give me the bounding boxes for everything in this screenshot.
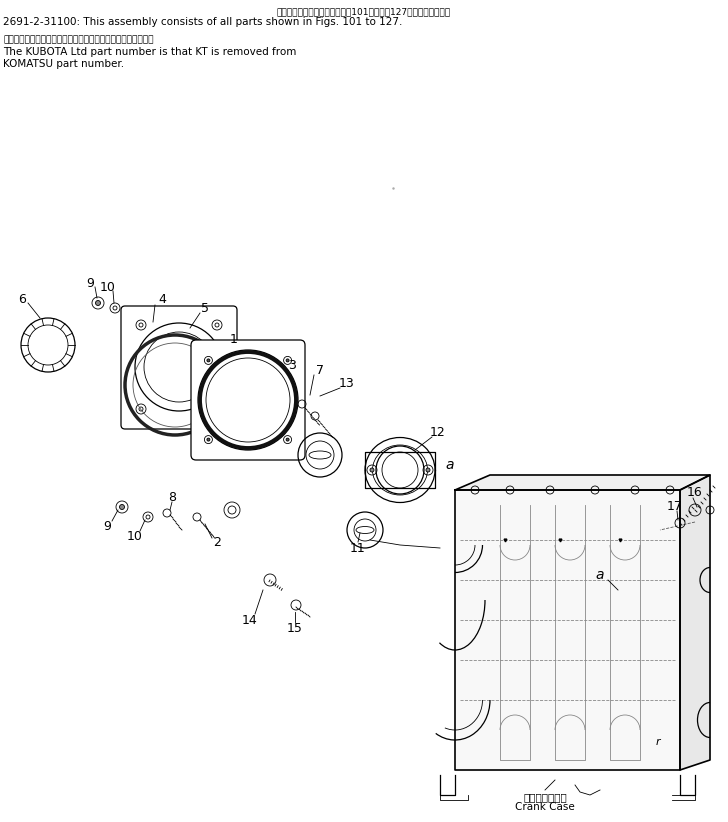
Text: 3: 3 (288, 358, 296, 372)
Text: 13: 13 (339, 376, 355, 390)
Text: 17: 17 (667, 500, 683, 512)
Text: r: r (656, 737, 660, 747)
FancyBboxPatch shape (191, 340, 305, 460)
Circle shape (207, 438, 210, 441)
Text: 16: 16 (687, 486, 703, 498)
Text: 7: 7 (316, 363, 324, 376)
Text: 11: 11 (350, 542, 366, 555)
Text: このアセンブリの構成部品は第101図から第127図まで含みます。: このアセンブリの構成部品は第101図から第127図まで含みます。 (277, 7, 451, 16)
Polygon shape (455, 475, 710, 490)
Text: 2: 2 (213, 535, 221, 548)
Text: 6: 6 (18, 293, 26, 306)
Text: 2691-2-31100: This assembly consists of all parts shown in Figs. 101 to 127.: 2691-2-31100: This assembly consists of … (3, 17, 403, 27)
Circle shape (119, 505, 124, 510)
Text: KOMATSU part number.: KOMATSU part number. (3, 59, 124, 69)
Text: 品番のメーカ記号ＫＴを除いたものが久保田鉄工の品番です。: 品番のメーカ記号ＫＴを除いたものが久保田鉄工の品番です。 (3, 35, 154, 44)
Text: The KUBOTA Ltd part number is that KT is removed from: The KUBOTA Ltd part number is that KT is… (3, 47, 296, 57)
Text: 9: 9 (86, 276, 94, 289)
Text: 9: 9 (103, 520, 111, 533)
Text: 10: 10 (127, 529, 143, 543)
Text: 4: 4 (158, 293, 166, 306)
Text: Crank Case: Crank Case (515, 802, 575, 812)
Text: 8: 8 (168, 491, 176, 504)
Circle shape (286, 359, 289, 362)
Polygon shape (455, 490, 680, 770)
Text: 5: 5 (201, 302, 209, 315)
Text: 12: 12 (430, 426, 446, 438)
Circle shape (207, 359, 210, 362)
Circle shape (426, 468, 430, 472)
Text: クランクケース: クランクケース (523, 792, 567, 802)
Circle shape (370, 468, 374, 472)
Circle shape (286, 438, 289, 441)
Text: a: a (446, 458, 454, 472)
Text: 15: 15 (287, 621, 303, 635)
Text: 1: 1 (230, 333, 238, 345)
Polygon shape (680, 475, 710, 770)
Text: 10: 10 (100, 280, 116, 293)
Circle shape (95, 301, 100, 306)
Text: a: a (596, 568, 604, 582)
Text: 14: 14 (242, 613, 258, 626)
FancyBboxPatch shape (121, 306, 237, 429)
